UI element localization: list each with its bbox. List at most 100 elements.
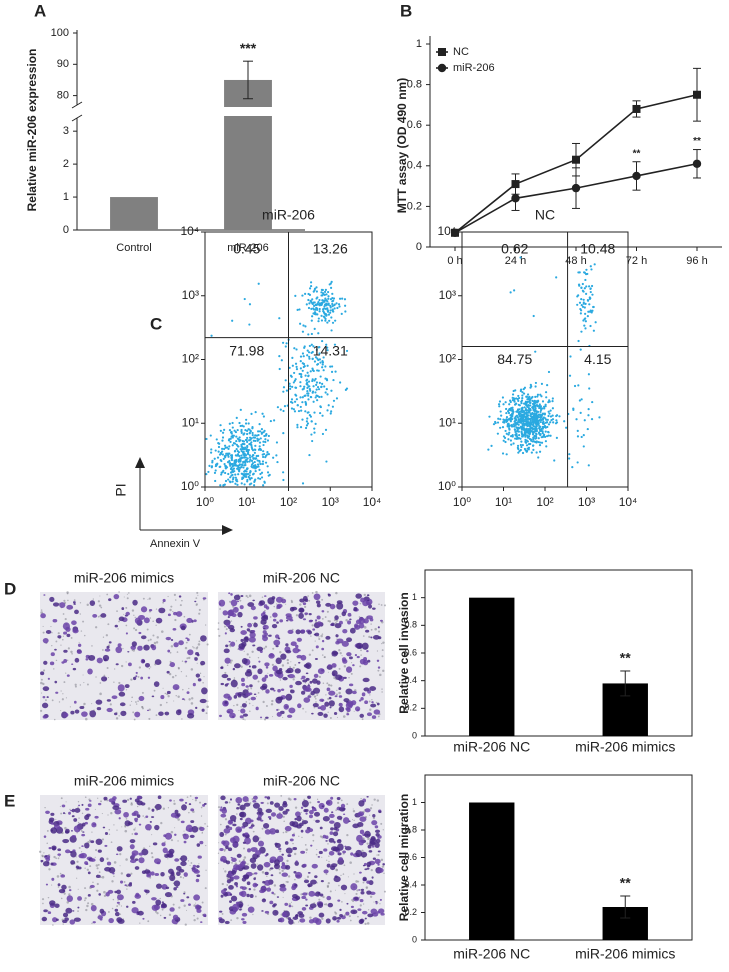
cell [313,593,321,601]
event-dot [509,420,512,423]
event-dot [521,424,524,428]
cell [74,609,79,615]
event-dot [227,478,230,481]
event-dot [583,287,586,290]
event-dot [581,282,584,286]
cell [104,832,109,835]
debris [230,620,233,622]
event-dot [219,424,222,427]
event-dot [333,343,337,346]
event-dot [219,484,222,487]
debris [173,802,176,806]
event-dot [234,476,237,479]
cell [79,705,85,710]
event-dot [338,305,341,308]
event-dot [517,430,520,433]
event-dot [307,398,310,401]
cell [336,796,341,801]
debris [124,829,128,833]
cell [90,904,97,912]
debris [318,898,321,901]
cell [172,627,177,631]
event-dot [219,452,223,455]
event-dot [555,436,558,440]
event-dot [534,407,537,410]
cell [282,802,288,808]
cell [377,626,380,629]
debris [305,711,307,713]
cell [84,842,90,849]
event-dot [230,430,233,434]
event-dot [502,439,505,442]
debris [361,849,364,852]
cell [70,850,77,858]
cell [366,880,371,884]
debris [179,604,182,607]
event-dot [306,381,309,384]
event-dot [224,479,228,483]
cell [174,833,177,836]
debris [314,698,317,700]
cell [240,594,244,598]
debris [40,611,43,614]
debris [352,808,354,810]
debris [149,845,151,847]
debris [101,838,105,841]
cell [224,657,231,664]
cell [378,810,382,814]
cell [232,842,239,847]
event-dot [227,447,230,450]
cell [106,707,113,713]
cell [377,850,381,853]
event-dot [524,409,527,412]
event-dot [488,415,491,418]
debris [184,646,188,650]
debris [309,916,312,919]
event-dot [510,443,513,446]
event-dot [306,422,310,425]
event-dot [235,454,239,457]
debris [205,712,208,715]
cell [375,832,380,837]
event-dot [530,451,533,454]
debris [279,850,282,853]
event-dot [594,321,597,324]
cell [57,635,62,639]
cell [375,838,381,844]
x-tick-label: miR-206 NC [453,739,530,755]
event-dot [245,449,248,453]
debris [342,715,346,718]
cell [241,912,248,917]
event-dot [323,305,326,308]
cell [114,624,118,628]
cell [218,599,226,607]
event-dot [249,458,252,461]
cell [200,660,206,666]
cell [241,657,248,665]
event-dot [514,430,517,433]
cell [276,896,280,898]
event-dot [229,464,232,467]
cell [180,820,185,824]
cell [108,641,112,644]
cell [377,863,380,866]
cell [316,603,321,608]
cell [302,595,308,602]
cell [114,890,118,894]
event-dot [258,423,261,426]
event-dot [239,439,242,442]
debris [99,682,102,684]
arrow-head [135,457,145,468]
event-dot [293,371,296,375]
cell [264,796,268,799]
event-dot [527,446,531,449]
event-dot [505,411,508,415]
debris [368,909,370,911]
cell [357,812,363,817]
marker [511,180,520,189]
debris [362,837,365,840]
cell [66,674,70,677]
debris [151,834,153,836]
cell [170,812,178,818]
debris [83,702,86,706]
